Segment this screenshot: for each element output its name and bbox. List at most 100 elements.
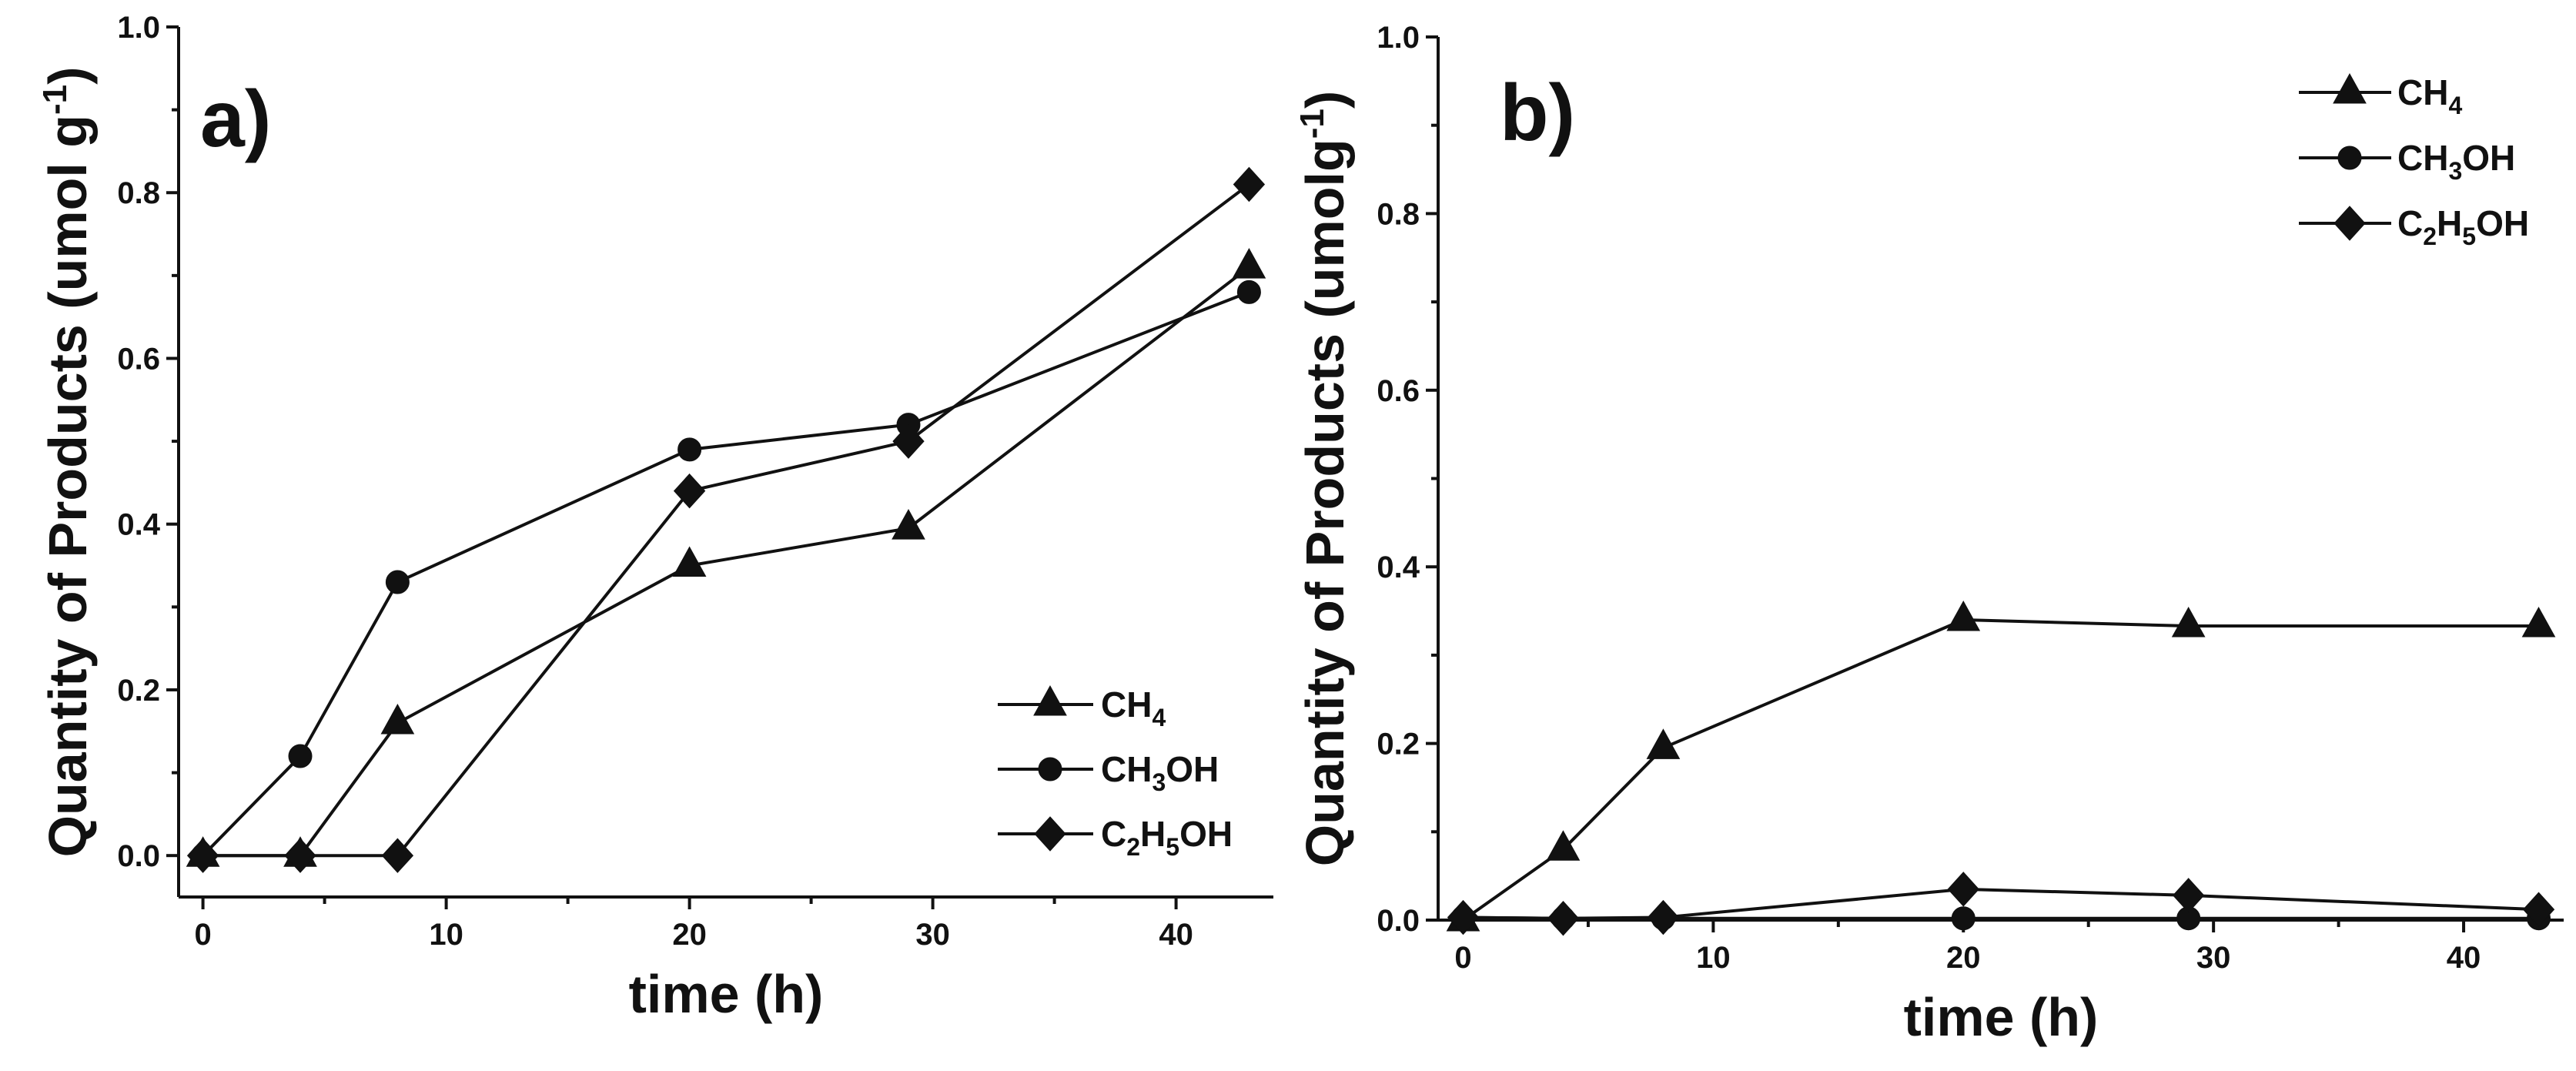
data-point-CH4 [2521,607,2556,638]
legend-subscript: 3 [1152,768,1166,796]
y-axis-title-main: Quantity of Products (umolg [1295,139,1355,866]
data-point-C2H5OH [1547,900,1580,936]
x-tick-label: 30 [915,918,950,952]
x-tick-label: 40 [2447,941,2481,975]
data-point-CH3OH [1951,906,1975,931]
legend-label-2: C2H5OH [2397,203,2529,250]
y-tick-label: 0.6 [1377,374,1420,408]
y-axis-title: Quantity of Products (umol g-1) [36,67,98,858]
legend-subscript: 5 [1166,833,1179,861]
legend-marker-C2H5OH [1034,816,1066,852]
data-point-C2H5OH [186,838,219,873]
legend-text-part: OH [1179,814,1233,854]
data-point-C2H5OH [2172,878,2205,913]
chart-panel-a: 0.0 0.2 0.4 0.6 0.8 1.0 0 10 20 30 40 time (h) Quant… [36,11,1273,1024]
y-axis-title-close: ) [38,67,98,85]
data-point-C2H5OH [1647,899,1680,935]
legend-text-part: C [1101,814,1126,854]
x-tick-label: 10 [429,918,463,952]
y-tick-label: 0.4 [1377,551,1420,584]
legend-text-part: OH [2476,203,2529,243]
y-tick-label: 0.0 [117,839,160,873]
x-tick-label: 0 [194,918,211,952]
legend-text-part: H [1140,814,1166,854]
y-tick-label: 0.8 [1377,197,1420,231]
data-point-CH4 [380,703,415,735]
y-tick-label: 0.6 [117,342,160,376]
legend-label-1: CH3OH [2397,138,2515,185]
y-axis-title-close: ) [1295,91,1355,109]
data-point-CH3OH [677,437,702,462]
data-point-C2H5OH [284,838,316,873]
legend-label-0: CH4 [1101,684,1166,731]
series-line-CH4 [1462,618,2539,922]
x-tick-label: 30 [2196,941,2231,975]
legend-marker-CH4 [1033,684,1067,716]
data-point-CH3OH [1236,279,1261,304]
data-point-C2H5OH [1233,166,1266,202]
y-tick-label: 0.2 [1377,728,1420,761]
y-tick-label: 0.8 [117,176,160,210]
y-tick-label: 0.2 [117,674,160,708]
legend-label-0: CH4 [2397,72,2462,119]
data-point-CH4 [892,509,925,540]
y-tick-label: 1.0 [1377,21,1420,55]
data-point-C2H5OH [2522,892,2555,927]
data-point-C2H5OH [1947,872,1979,907]
y-axis-title-superscript: -1 [1293,109,1331,139]
panel-label: a) [200,75,271,164]
panel-label: b) [1500,69,1575,158]
x-tick-label: 20 [672,918,707,952]
data-point-C2H5OH [381,838,414,873]
data-point-CH4 [1232,248,1266,279]
legend-subscript: 2 [2423,223,2437,250]
legend-text-part: H [2437,203,2462,243]
legend-text-part: CH [2397,138,2448,178]
series-line-CH4 [202,266,1250,858]
y-tick-label: 0.4 [117,508,160,542]
x-tick-label: 40 [1159,918,1193,952]
series-line-CH3OH [202,290,1250,857]
x-tick-label: 0 [1454,941,1471,975]
legend-label-1: CH3OH [1101,749,1219,796]
legend-subscript: 4 [1152,704,1166,731]
y-tick-label: 0.0 [1377,904,1420,938]
data-point-C2H5OH [673,473,706,509]
legend-subscript: 5 [2462,223,2476,250]
data-point-C2H5OH [892,423,925,459]
series-CH4 [1446,600,2556,932]
data-point-CH4 [2171,607,2206,638]
series-line-C2H5OH [1463,887,2539,920]
series-line-C2H5OH [202,182,1250,858]
legend-text-part: CH [2397,72,2448,112]
legend-marker-CH3OH [2337,146,2362,170]
legend-text-part: OH [1166,749,1219,789]
legend-text-part: CH [1101,684,1152,725]
data-point-CH4 [672,546,707,577]
series-C2H5OH [186,166,1266,873]
y-axis-title-superscript: -1 [36,85,74,115]
x-axis-title: time (h) [1904,987,2099,1047]
series-C2H5OH [1447,872,2555,936]
x-axis-title: time (h) [629,964,824,1024]
legend-subscript: 2 [1126,833,1140,861]
x-tick-label: 10 [1696,941,1731,975]
data-point-CH3OH [385,570,410,594]
legend-marker-C2H5OH [2333,206,2366,241]
legend-marker-CH4 [2333,72,2367,104]
data-point-CH4 [1646,728,1681,759]
data-point-CH4 [1946,600,1981,631]
legend-subscript: 4 [2448,92,2462,119]
legend-marker-CH3OH [1038,757,1062,781]
y-axis-title-main: Quantity of Products (umol g [38,115,98,857]
chart-panel-b: 0.0 0.2 0.4 0.6 0.8 1.0 0 10 20 30 40 time (h) Quant… [1293,21,2564,1047]
x-tick-label: 20 [1946,941,1981,975]
legend-subscript: 3 [2448,157,2462,185]
data-point-CH3OH [288,744,313,768]
y-axis-title: Quantity of Products (umolg-1) [1293,91,1355,866]
legend-text-part: CH [1101,749,1152,789]
